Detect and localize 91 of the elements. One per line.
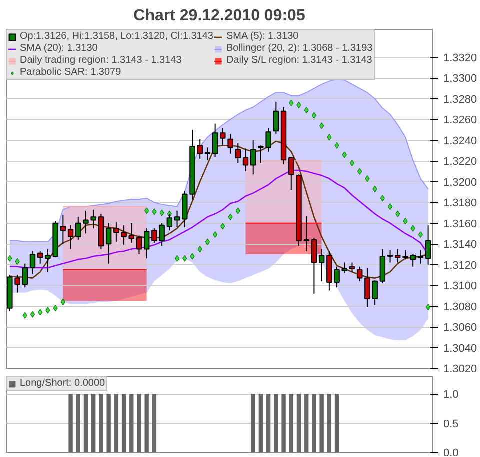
y-tick-label: 1.3320 — [444, 52, 478, 64]
point — [380, 195, 385, 202]
y-tick-label: 1.3260 — [444, 114, 478, 127]
point — [190, 253, 195, 260]
point — [30, 311, 36, 318]
point — [304, 107, 309, 114]
y-tick-label: 1.3080 — [444, 301, 478, 314]
candlestick — [342, 262, 348, 274]
candlestick — [30, 250, 36, 275]
point — [418, 231, 424, 238]
point — [358, 168, 362, 175]
candlestick — [418, 250, 424, 264]
candlestick — [387, 250, 394, 264]
legend-label: Long/Short: 0.0000 — [20, 378, 106, 389]
candlestick — [318, 248, 325, 282]
candlestick — [242, 148, 249, 172]
point — [46, 307, 50, 314]
point — [228, 214, 233, 220]
candlestick — [68, 224, 74, 250]
point — [396, 210, 400, 218]
y-tick-label: 0.5 — [444, 418, 459, 430]
candlestick — [311, 237, 318, 294]
y-tick-label: 1.3300 — [444, 73, 478, 86]
y-tick-label: 1.0 — [444, 389, 459, 402]
candlestick — [228, 134, 234, 154]
point — [312, 112, 317, 119]
candlestick — [121, 224, 127, 246]
point — [160, 210, 164, 216]
candlestick — [235, 143, 241, 164]
y-tick-label: 1.3040 — [444, 342, 478, 355]
y-tick-label: 1.3060 — [444, 322, 478, 334]
point — [350, 160, 355, 167]
chart-title: Chart 29.12.2010 09:05 — [134, 8, 306, 24]
candlestick — [76, 216, 82, 240]
candlestick — [204, 147, 211, 161]
legend-label: Daily S/L region: 1.3143 - 1.3143 — [226, 55, 372, 66]
y-tick-label: 1.3160 — [444, 218, 478, 230]
point — [174, 255, 180, 262]
point — [60, 298, 66, 306]
point — [388, 203, 393, 210]
candlestick — [349, 262, 356, 273]
legend-label: SMA (5): 1.3130 — [226, 31, 299, 42]
point — [205, 238, 210, 246]
candlestick — [114, 222, 120, 243]
point — [22, 312, 28, 319]
candlestick — [250, 140, 256, 176]
legend-label: Parabolic SAR: 1.3079 — [20, 67, 122, 78]
candlestick — [395, 248, 401, 264]
candlestick — [273, 102, 280, 135]
line-series — [9, 78, 429, 243]
point — [182, 255, 188, 262]
point — [53, 305, 58, 312]
point — [372, 186, 378, 192]
candlestick — [356, 266, 363, 282]
candlestick — [220, 127, 226, 146]
legend-label: Bollinger (20, 2): 1.3068 - 1.3193 — [226, 43, 373, 54]
point — [38, 309, 43, 316]
candlestick — [174, 210, 180, 228]
point — [334, 142, 340, 149]
point — [8, 255, 12, 262]
point — [236, 208, 240, 214]
point — [289, 100, 294, 106]
y-tick-label: 1.3120 — [444, 260, 478, 272]
candlestick — [136, 235, 142, 255]
y-tick-label: 1.3100 — [444, 280, 478, 293]
point — [296, 102, 302, 108]
candlestick — [144, 228, 150, 260]
point — [152, 208, 157, 216]
candlestick — [60, 214, 66, 245]
point — [342, 152, 347, 158]
point — [410, 225, 416, 232]
point — [327, 134, 332, 141]
legend-label: Daily trading region: 1.3143 - 1.3143 — [20, 55, 182, 66]
legend-label: Op:1.3126, Hi:1.3158, Lo:1.3120, Cl:1.3143 — [20, 31, 214, 42]
point — [320, 122, 324, 130]
point — [426, 304, 431, 311]
candlestick — [288, 156, 294, 191]
candlestick — [128, 222, 134, 244]
point — [144, 208, 150, 214]
point — [220, 223, 226, 230]
y-tick-label: 1.3220 — [444, 156, 478, 168]
y-tick-label: 1.3140 — [444, 239, 478, 252]
legend-label: SMA (20): 1.3130 — [20, 43, 98, 54]
candlestick — [37, 250, 44, 264]
candlestick — [212, 123, 218, 158]
y-tick-label: 1.3280 — [444, 94, 478, 106]
y-tick-label: 1.3180 — [444, 198, 478, 210]
y-tick-label: 1.3200 — [444, 176, 478, 189]
candlestick — [22, 263, 28, 288]
candlestick — [106, 222, 112, 264]
y-tick-label: 1.3240 — [444, 135, 478, 148]
